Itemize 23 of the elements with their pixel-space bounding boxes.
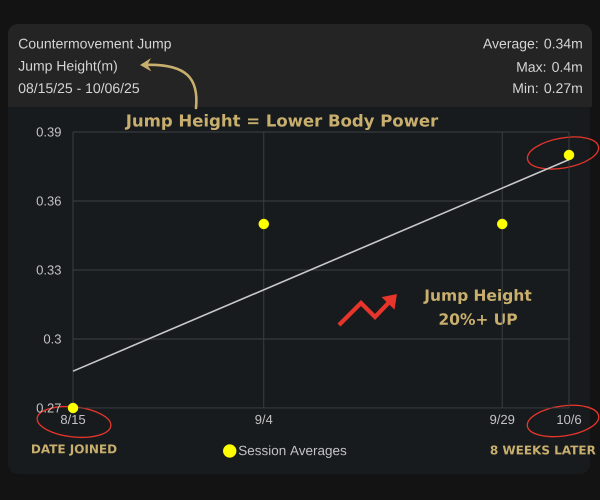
x-tick-label: 10/6 bbox=[557, 414, 582, 424]
point bbox=[564, 150, 574, 160]
chart-subtitle: Jump Height(m) bbox=[18, 60, 117, 74]
text: Average: 0.34m bbox=[482, 38, 582, 52]
legend-label: Session Averages bbox=[238, 445, 346, 458]
point bbox=[497, 218, 508, 230]
text: DATE JOINED bbox=[32, 444, 116, 456]
y-tick-label: 0.36 bbox=[36, 196, 61, 206]
y-tick-label: 0.33 bbox=[36, 265, 61, 275]
x-tick-label: 9/29 bbox=[490, 414, 514, 424]
point bbox=[68, 402, 78, 414]
y-tick-label: 0.3 bbox=[44, 334, 61, 344]
point bbox=[258, 218, 269, 230]
annotation: Jump Height 20%+ UP bbox=[423, 288, 532, 325]
x-tick-label: 8/15 bbox=[60, 414, 86, 424]
x-tick-label: 9/4 bbox=[255, 414, 272, 424]
text: Max: 0.4m bbox=[517, 62, 582, 72]
y-tick-label: 0.39 bbox=[36, 127, 61, 137]
text: 8 WEEKS LATER bbox=[490, 445, 596, 455]
chart-title: Countermovement Jump bbox=[18, 38, 171, 52]
text: Jump Height = Lower Body Power bbox=[124, 114, 438, 130]
text: Min: 0.27m bbox=[513, 82, 582, 94]
text: 08/15/25 - 10/06/25 bbox=[18, 82, 140, 94]
